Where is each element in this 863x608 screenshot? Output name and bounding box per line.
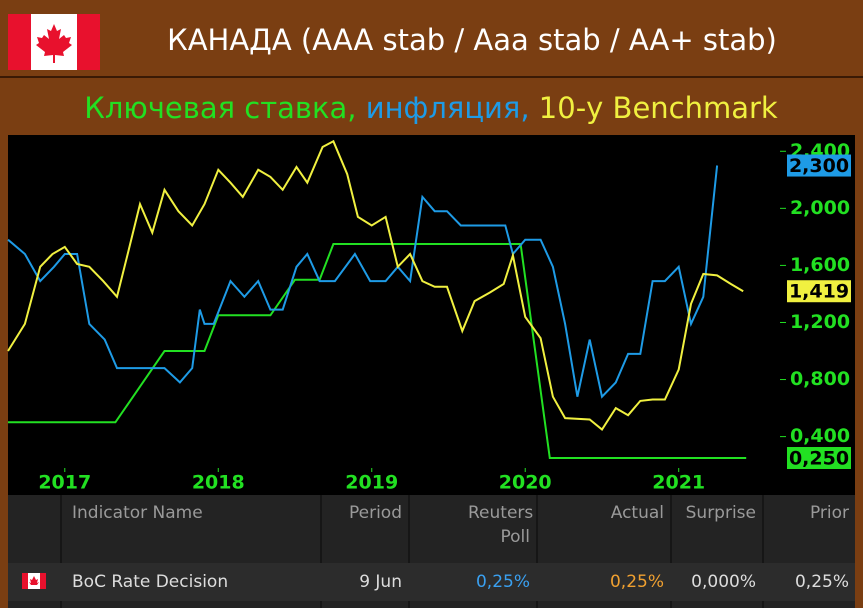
row-background <box>8 563 855 601</box>
y-tick-label: 0,400 <box>790 425 850 447</box>
table-cell: 0,25% <box>475 572 530 592</box>
y-tick-label: 1,200 <box>790 311 850 333</box>
column-separator <box>762 495 764 608</box>
table: Indicator Name Period Reuters Poll Actual Su… <box>8 495 855 608</box>
plot-area <box>8 135 855 495</box>
subtitle-part: инфляция, <box>366 91 530 125</box>
column-header: Surprise <box>685 503 756 523</box>
y-tick-label: 1,600 <box>790 254 850 276</box>
maple-leaf <box>36 24 72 63</box>
flag-red <box>40 573 46 589</box>
y-tick-label: 0,800 <box>790 368 850 390</box>
column-header: Prior <box>809 503 849 523</box>
x-tick-label: 2021 <box>652 472 705 494</box>
end-label: 0,250 <box>789 448 849 470</box>
table-cell: BoC Rate Decision <box>72 572 229 592</box>
end-label: 1,419 <box>789 281 849 303</box>
x-tick-label: 2018 <box>192 472 245 494</box>
column-separator <box>670 495 672 608</box>
column-separator <box>320 495 322 608</box>
flag-red <box>22 573 28 589</box>
column-header: Reuters Poll <box>468 503 534 547</box>
subtitle-part: Ключевая ставка, <box>84 91 356 125</box>
table-cell: 0,25% <box>794 572 849 592</box>
y-tick-label: 2,000 <box>790 197 850 219</box>
column-header: Indicator Name <box>72 503 203 523</box>
table-cell: 9 Jun <box>359 572 402 592</box>
series-line <box>7 139 744 431</box>
x-tick-label: 2020 <box>499 472 552 494</box>
row-flag <box>22 573 46 589</box>
flag <box>8 14 100 70</box>
table-cell: 0,000% <box>691 572 756 592</box>
maple-leaf <box>29 576 39 585</box>
end-label-box <box>787 280 851 303</box>
series-line <box>7 165 719 399</box>
column-separator <box>536 495 538 608</box>
flag-red <box>77 14 100 70</box>
column-separator <box>408 495 410 608</box>
title: КАНАДА (AAA stab / Aaa stab / AA+ stab) <box>167 23 777 57</box>
x-tick-label: 2017 <box>38 472 91 494</box>
subtitle-part: 10-y Benchmark <box>539 91 778 125</box>
x-tick-label: 2019 <box>345 472 398 494</box>
subtitle: Ключевая ставка, инфляция, 10-y Benchmar… <box>84 91 778 125</box>
table-cell: 0,25% <box>609 572 664 592</box>
chart: КАНАДА (AAA stab / Aaa stab / AA+ stab) … <box>0 14 863 495</box>
column-header: Period <box>348 503 402 523</box>
end-label: 2,300 <box>789 155 849 177</box>
series-line <box>8 243 747 459</box>
column-header: Actual <box>610 503 664 523</box>
end-label-box <box>787 154 851 177</box>
end-label-box <box>787 447 851 470</box>
flag-red <box>8 14 31 70</box>
column-separator <box>60 495 62 608</box>
